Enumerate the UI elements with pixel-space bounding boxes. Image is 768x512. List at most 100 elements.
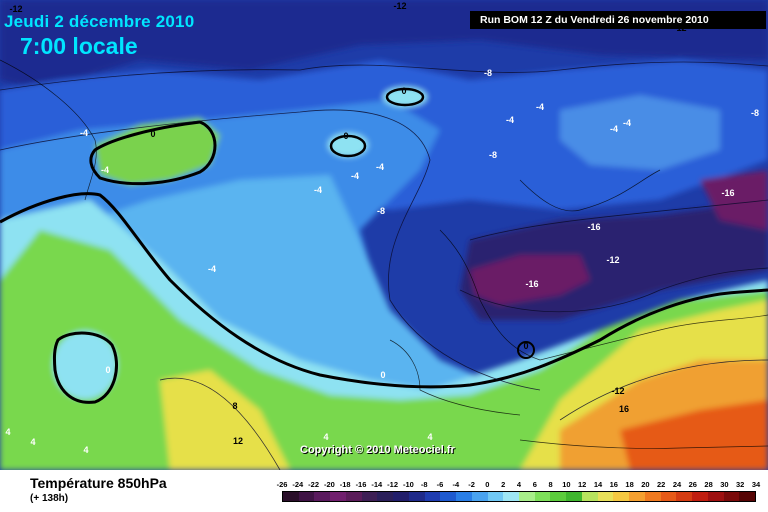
isotherm-label: -8 xyxy=(751,108,759,118)
isotherm-label: -4 xyxy=(623,118,631,128)
isotherm-label: 0 xyxy=(401,86,406,96)
scale-swatch xyxy=(503,492,520,501)
scale-swatch xyxy=(644,492,661,501)
scale-swatch xyxy=(440,492,457,501)
scale-tick-label: -10 xyxy=(402,480,414,489)
isotherm-label: -8 xyxy=(489,150,497,160)
forecast-lead-time: (+ 138h) xyxy=(30,493,69,504)
isotherm-label: -4 xyxy=(610,124,618,134)
isotherm-label: 0 xyxy=(150,129,155,139)
scale-tick-label: 26 xyxy=(688,480,697,489)
scale-swatch xyxy=(739,492,756,501)
scale-tick-label: 16 xyxy=(609,480,618,489)
isotherm-label: -4 xyxy=(80,128,88,138)
isotherm-label: 4 xyxy=(323,432,328,442)
isotherm-label: -12 xyxy=(611,386,624,396)
isotherm-label: -16 xyxy=(525,279,538,289)
isotherm-label: -8 xyxy=(484,68,492,78)
isotherm-label: 4 xyxy=(427,432,432,442)
scale-swatch xyxy=(361,492,378,501)
scale-swatch xyxy=(550,492,567,501)
scale-tick-label: 6 xyxy=(532,480,537,489)
isotherm-label: -12 xyxy=(9,4,22,14)
temperature-map: -12 -12 -12 -8 -8 -4 -4 -4 -4 -8 -4 0 0 0 -4 -4 -4 -4 -8 -1… xyxy=(0,0,768,470)
scale-tick-label: 18 xyxy=(625,480,634,489)
scale-swatch xyxy=(534,492,551,501)
isotherm-label: 0 xyxy=(380,370,385,380)
color-scale-labels: -26 -24 -22 -20 -18 -16 -14 -12 -10 -8 -6 -4 -2 0 2 4 6 8… xyxy=(277,480,761,490)
isotherm-label: -16 xyxy=(587,222,600,232)
scale-tick-label: 0 xyxy=(485,480,490,489)
scale-swatch xyxy=(330,492,346,501)
scale-tick-label: -4 xyxy=(452,480,460,489)
model-run-banner: Run BOM 12 Z du Vendredi 26 novembre 201… xyxy=(470,11,766,29)
scale-tick-label: -8 xyxy=(420,480,428,489)
color-scale-bar xyxy=(282,491,756,502)
scale-tick-label: 10 xyxy=(562,480,571,489)
scale-tick-label: -14 xyxy=(371,480,383,489)
scale-swatch xyxy=(298,492,315,501)
scale-swatch xyxy=(314,492,331,501)
scale-swatch xyxy=(723,492,740,501)
scale-tick-label: -24 xyxy=(292,480,304,489)
scale-tick-label: -26 xyxy=(276,480,288,489)
scale-tick-label: 20 xyxy=(641,480,650,489)
isotherm-label: 0 xyxy=(105,365,110,375)
scale-tick-label: 14 xyxy=(593,480,603,489)
scale-swatch xyxy=(707,492,724,501)
isotherm-label: 4 xyxy=(5,427,10,437)
scale-swatch xyxy=(408,492,425,501)
isotherm-label: -4 xyxy=(506,115,514,125)
scale-tick-label: -18 xyxy=(339,480,351,489)
scale-tick-label: 22 xyxy=(657,480,666,489)
scale-swatch xyxy=(692,492,708,501)
scale-swatch xyxy=(393,492,409,501)
isotherm-label: -8 xyxy=(377,206,385,216)
scale-swatch xyxy=(676,492,693,501)
scale-swatch xyxy=(519,492,535,501)
scale-swatch xyxy=(471,492,488,501)
isotherm-label: -4 xyxy=(314,185,322,195)
scale-tick-label: 30 xyxy=(720,480,729,489)
scale-tick-label: 4 xyxy=(516,480,522,489)
scale-swatch xyxy=(581,492,598,501)
isotherm-label: 8 xyxy=(232,401,237,411)
scale-tick-label: 32 xyxy=(736,480,745,489)
isotherm-label: -4 xyxy=(376,162,384,172)
scale-swatch xyxy=(487,492,504,501)
isotherm-label: -12 xyxy=(606,255,619,265)
scale-swatch xyxy=(424,492,441,501)
scale-swatch xyxy=(660,492,677,501)
isotherm-label: 12 xyxy=(233,436,243,446)
isotherm-label: 4 xyxy=(83,445,88,455)
scale-swatch xyxy=(566,492,582,501)
legend-footer: Température 850hPa (+ 138h) -26 -24 -22 -20… xyxy=(0,470,768,512)
scale-swatch xyxy=(613,492,630,501)
scale-swatch xyxy=(456,492,472,501)
scale-tick-label: 34 xyxy=(751,480,761,489)
forecast-date: Jeudi 2 décembre 2010 xyxy=(4,12,195,31)
isotherm-label: -4 xyxy=(536,102,544,112)
isotherm-label: 4 xyxy=(30,437,35,447)
copyright-notice: Copyright © 2010 Meteociel.fr xyxy=(300,444,455,456)
scale-tick-label: 28 xyxy=(704,480,713,489)
scale-tick-label: -12 xyxy=(387,480,399,489)
isotherm-label: 16 xyxy=(619,404,629,414)
isotherm-label: 0 xyxy=(523,341,528,351)
isotherm-label: -12 xyxy=(393,1,406,11)
scale-tick-label: -22 xyxy=(308,480,320,489)
map-title: Température 850hPa xyxy=(30,475,167,491)
scale-tick-label: -20 xyxy=(323,480,335,489)
isotherm-label: 0 xyxy=(343,131,348,141)
scale-tick-label: -16 xyxy=(355,480,367,489)
isotherm-label: -4 xyxy=(351,171,359,181)
scale-tick-label: 2 xyxy=(501,480,506,489)
isotherm-label: -16 xyxy=(721,188,734,198)
scale-swatch xyxy=(377,492,394,501)
scale-tick-label: -6 xyxy=(436,480,444,489)
scale-tick-label: 8 xyxy=(548,480,553,489)
scale-swatch xyxy=(597,492,614,501)
scale-swatch xyxy=(283,492,299,501)
scale-tick-label: -2 xyxy=(468,480,475,489)
scale-tick-label: 12 xyxy=(578,480,587,489)
